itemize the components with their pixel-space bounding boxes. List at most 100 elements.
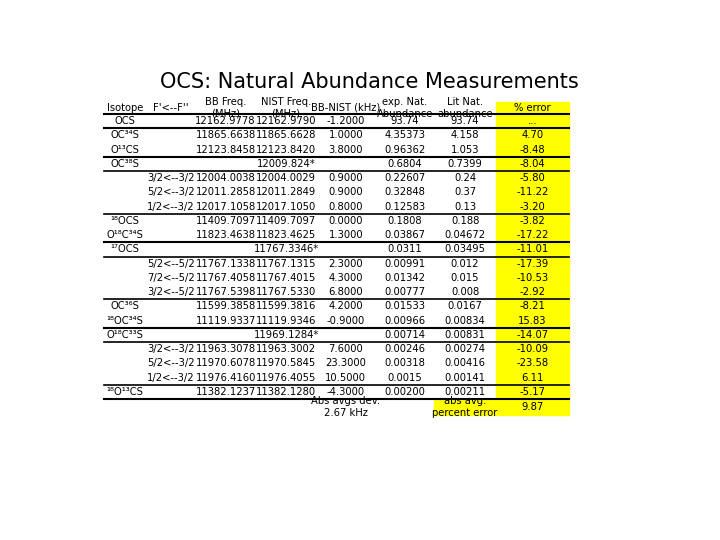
- Text: 11119.9337: 11119.9337: [195, 316, 256, 326]
- Text: 6.11: 6.11: [521, 373, 544, 383]
- Text: 11976.4055: 11976.4055: [256, 373, 316, 383]
- Text: -8.48: -8.48: [520, 145, 545, 154]
- Text: ¹⁸OCS: ¹⁸OCS: [110, 216, 139, 226]
- Bar: [496, 328, 569, 342]
- Text: 0.00834: 0.00834: [445, 316, 485, 326]
- Text: 93.74: 93.74: [451, 116, 480, 126]
- Text: 5/2<--3/2: 5/2<--3/2: [147, 359, 194, 368]
- Text: 0.00416: 0.00416: [445, 359, 485, 368]
- Text: -23.58: -23.58: [516, 359, 549, 368]
- Text: ¹⁷OCS: ¹⁷OCS: [110, 245, 139, 254]
- Text: -14.07: -14.07: [516, 330, 549, 340]
- Bar: [496, 114, 569, 129]
- Text: 3/2<--5/2: 3/2<--5/2: [147, 287, 194, 297]
- Text: OC³⁸S: OC³⁸S: [110, 159, 139, 169]
- Bar: [496, 102, 569, 114]
- Text: 3/2<--3/2: 3/2<--3/2: [147, 173, 194, 183]
- Text: 12162.9790: 12162.9790: [256, 116, 316, 126]
- Text: 0.188: 0.188: [451, 216, 480, 226]
- Text: -10.53: -10.53: [516, 273, 549, 283]
- Text: 0.22607: 0.22607: [384, 173, 426, 183]
- Text: -3.82: -3.82: [520, 216, 546, 226]
- Bar: [496, 171, 569, 185]
- Text: 4.158: 4.158: [451, 131, 480, 140]
- Text: 4.3000: 4.3000: [328, 273, 363, 283]
- Text: 9.87: 9.87: [521, 402, 544, 412]
- Text: 5/2<--3/2: 5/2<--3/2: [147, 187, 194, 198]
- Text: exp. Nat.
Abundance: exp. Nat. Abundance: [377, 97, 433, 119]
- Text: 0.1808: 0.1808: [387, 216, 422, 226]
- Text: 11823.4638: 11823.4638: [196, 230, 256, 240]
- Text: 12011.2858: 12011.2858: [196, 187, 256, 198]
- Text: 11767.5330: 11767.5330: [256, 287, 316, 297]
- Text: 7/2<--5/2: 7/2<--5/2: [147, 273, 194, 283]
- Text: O¹³CS: O¹³CS: [110, 145, 139, 154]
- Text: -1.2000: -1.2000: [327, 116, 365, 126]
- Text: 0.96362: 0.96362: [384, 145, 426, 154]
- Text: 0.01533: 0.01533: [384, 301, 425, 312]
- Text: 1/2<--3/2: 1/2<--3/2: [147, 373, 194, 383]
- Text: 0.00966: 0.00966: [384, 316, 426, 326]
- Text: 0.03867: 0.03867: [384, 230, 425, 240]
- Text: 1.0000: 1.0000: [328, 131, 363, 140]
- Text: 11409.7097: 11409.7097: [196, 216, 256, 226]
- Text: -3.20: -3.20: [520, 201, 546, 212]
- Text: 0.6804: 0.6804: [387, 159, 422, 169]
- Text: 0.00714: 0.00714: [384, 330, 425, 340]
- Text: OCS: Natural Abundance Measurements: OCS: Natural Abundance Measurements: [160, 72, 578, 92]
- Text: 0.03495: 0.03495: [445, 245, 485, 254]
- Text: -5.17: -5.17: [520, 387, 546, 397]
- Bar: [496, 242, 569, 256]
- Text: 11970.6078: 11970.6078: [196, 359, 256, 368]
- Text: 0.00274: 0.00274: [445, 344, 485, 354]
- Text: 11823.4625: 11823.4625: [256, 230, 316, 240]
- Text: 1.3000: 1.3000: [328, 230, 363, 240]
- Bar: [496, 370, 569, 384]
- Text: 0.008: 0.008: [451, 287, 480, 297]
- Text: 3.8000: 3.8000: [328, 145, 363, 154]
- Text: 12162.9778: 12162.9778: [195, 116, 256, 126]
- Bar: [496, 143, 569, 157]
- Text: 12011.2849: 12011.2849: [256, 187, 316, 198]
- Text: abs avg.
percent error: abs avg. percent error: [433, 396, 498, 417]
- Text: 0.015: 0.015: [451, 273, 480, 283]
- Text: 11409.7097: 11409.7097: [256, 216, 316, 226]
- Text: 0.37: 0.37: [454, 187, 476, 198]
- Text: 23.3000: 23.3000: [325, 359, 366, 368]
- Text: 11767.3346*: 11767.3346*: [253, 245, 319, 254]
- Text: O¹⁸C³³S: O¹⁸C³³S: [107, 330, 143, 340]
- Text: ...: ...: [528, 116, 537, 126]
- Text: 0.8000: 0.8000: [328, 201, 363, 212]
- Text: 10.5000: 10.5000: [325, 373, 366, 383]
- Text: 12004.0029: 12004.0029: [256, 173, 316, 183]
- Text: 2.3000: 2.3000: [328, 259, 363, 269]
- Text: 0.04672: 0.04672: [444, 230, 486, 240]
- Text: 0.00777: 0.00777: [384, 287, 426, 297]
- Text: 12017.1050: 12017.1050: [256, 201, 316, 212]
- Text: 0.00211: 0.00211: [444, 387, 486, 397]
- Text: -11.22: -11.22: [516, 187, 549, 198]
- Text: 7.6000: 7.6000: [328, 344, 363, 354]
- Bar: [496, 157, 569, 171]
- Text: 6.8000: 6.8000: [328, 287, 363, 297]
- Bar: [496, 256, 569, 271]
- Text: F'<--F'': F'<--F'': [153, 103, 189, 113]
- Text: 11767.5398: 11767.5398: [195, 287, 256, 297]
- Bar: [496, 129, 569, 143]
- Text: 0.7399: 0.7399: [448, 159, 482, 169]
- Text: 0.00831: 0.00831: [445, 330, 485, 340]
- Text: OC³⁴S: OC³⁴S: [110, 131, 139, 140]
- Text: OC³⁶S: OC³⁶S: [110, 301, 139, 312]
- Text: 11970.5845: 11970.5845: [256, 359, 316, 368]
- Text: Isotope: Isotope: [107, 103, 143, 113]
- Text: O¹⁸C³⁴S: O¹⁸C³⁴S: [107, 230, 143, 240]
- Text: 12123.8458: 12123.8458: [196, 145, 256, 154]
- Text: 0.00318: 0.00318: [384, 359, 425, 368]
- Bar: [496, 185, 569, 200]
- Text: 93.74: 93.74: [390, 116, 419, 126]
- Text: BB Freq.
(MHz): BB Freq. (MHz): [205, 97, 246, 119]
- Bar: [496, 214, 569, 228]
- Text: -8.21: -8.21: [520, 301, 546, 312]
- Bar: [496, 200, 569, 214]
- Text: 11865.6628: 11865.6628: [256, 131, 316, 140]
